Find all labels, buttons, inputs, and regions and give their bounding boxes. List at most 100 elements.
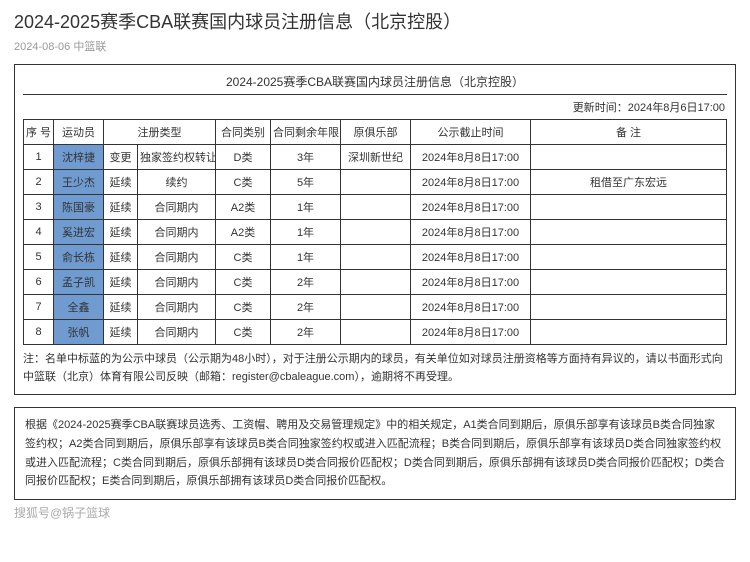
table-row: 4奚进宏延续合同期内A2类1年 2024年8月8日17:00 <box>24 220 727 245</box>
cell-remaining-years: 2年 <box>271 295 341 320</box>
cell-contract-type: C类 <box>216 295 271 320</box>
cell-remaining-years: 2年 <box>271 270 341 295</box>
cell-regtype-2: 合同期内 <box>138 245 216 270</box>
cell-prev-club <box>341 195 411 220</box>
cell-remark <box>531 220 727 245</box>
cell-prev-club <box>341 320 411 345</box>
cell-seq: 8 <box>24 320 54 345</box>
page-title: 2024-2025赛季CBA联赛国内球员注册信息（北京控股） <box>0 0 750 38</box>
cell-remaining-years: 5年 <box>271 170 341 195</box>
table-row: 3陈国豪延续合同期内A2类1年2024年8月8日17:00 <box>24 195 727 220</box>
th-remaining: 合同剩余年限 <box>271 120 341 145</box>
table-title: 2024-2025赛季CBA联赛国内球员注册信息（北京控股） <box>23 71 727 95</box>
cell-remark <box>531 270 727 295</box>
cell-contract-type: C类 <box>216 270 271 295</box>
watermark: 搜狐号@锅子篮球 <box>0 504 750 521</box>
cell-regtype-2: 独家签约权转让 <box>138 145 216 170</box>
th-prev-club: 原俱乐部 <box>341 120 411 145</box>
th-contract-type: 合同类别 <box>216 120 271 145</box>
cell-contract-type: C类 <box>216 320 271 345</box>
cell-regtype-1: 延续 <box>104 270 138 295</box>
cell-seq: 4 <box>24 220 54 245</box>
cell-seq: 3 <box>24 195 54 220</box>
registration-panel: 2024-2025赛季CBA联赛国内球员注册信息（北京控股） 更新时间：2024… <box>14 64 736 395</box>
cell-remaining-years: 2年 <box>271 320 341 345</box>
cell-regtype-1: 延续 <box>104 220 138 245</box>
cell-regtype-2: 合同期内 <box>138 270 216 295</box>
cell-prev-club <box>341 245 411 270</box>
cell-athlete: 全鑫 <box>54 295 104 320</box>
cell-regtype-1: 变更 <box>104 145 138 170</box>
rules-text: 根据《2024-2025赛季CBA联赛球员选秀、工资帽、聘用及交易管理规定》中的… <box>14 407 736 500</box>
cell-athlete: 奚进宏 <box>54 220 104 245</box>
cell-prev-club <box>341 295 411 320</box>
table-row: 2王少杰延续续约C类5年 2024年8月8日17:00租借至广东宏远 <box>24 170 727 195</box>
table-row: 6孟子凯延续合同期内C类2年 2024年8月8日17:00 <box>24 270 727 295</box>
th-remark: 备 注 <box>531 120 727 145</box>
table-body: 1沈梓捷变更独家签约权转让D类3年深圳新世纪2024年8月8日17:002王少杰… <box>24 145 727 345</box>
cell-athlete: 陈国豪 <box>54 195 104 220</box>
table-row: 5俞长栋延续合同期内C类1年 2024年8月8日17:00 <box>24 245 727 270</box>
cell-prev-club <box>341 270 411 295</box>
cell-regtype-2: 合同期内 <box>138 320 216 345</box>
cell-athlete: 张帆 <box>54 320 104 345</box>
cell-seq: 5 <box>24 245 54 270</box>
cell-deadline: 2024年8月8日17:00 <box>411 170 531 195</box>
cell-athlete: 沈梓捷 <box>54 145 104 170</box>
cell-deadline: 2024年8月8日17:00 <box>411 320 531 345</box>
registration-table: 序 号 运动员 注册类型 合同类别 合同剩余年限 原俱乐部 公示截止时间 备 注… <box>23 119 727 345</box>
cell-regtype-2: 合同期内 <box>138 220 216 245</box>
cell-remark <box>531 245 727 270</box>
cell-remark: 租借至广东宏远 <box>531 170 727 195</box>
cell-prev-club <box>341 220 411 245</box>
cell-contract-type: A2类 <box>216 195 271 220</box>
cell-contract-type: A2类 <box>216 220 271 245</box>
cell-prev-club: 深圳新世纪 <box>341 145 411 170</box>
cell-regtype-1: 延续 <box>104 245 138 270</box>
cell-athlete: 孟子凯 <box>54 270 104 295</box>
th-reg-type: 注册类型 <box>104 120 216 145</box>
cell-deadline: 2024年8月8日17:00 <box>411 245 531 270</box>
cell-remark <box>531 195 727 220</box>
cell-seq: 7 <box>24 295 54 320</box>
table-row: 1沈梓捷变更独家签约权转让D类3年深圳新世纪2024年8月8日17:00 <box>24 145 727 170</box>
table-header-row: 序 号 运动员 注册类型 合同类别 合同剩余年限 原俱乐部 公示截止时间 备 注 <box>24 120 727 145</box>
cell-remark <box>531 295 727 320</box>
th-deadline: 公示截止时间 <box>411 120 531 145</box>
cell-remaining-years: 1年 <box>271 245 341 270</box>
cell-remaining-years: 1年 <box>271 220 341 245</box>
cell-regtype-1: 延续 <box>104 170 138 195</box>
cell-regtype-1: 延续 <box>104 295 138 320</box>
cell-athlete: 俞长栋 <box>54 245 104 270</box>
cell-athlete: 王少杰 <box>54 170 104 195</box>
cell-regtype-1: 延续 <box>104 320 138 345</box>
page-meta: 2024-08-06 中篮联 <box>0 38 750 64</box>
cell-deadline: 2024年8月8日17:00 <box>411 145 531 170</box>
cell-contract-type: C类 <box>216 170 271 195</box>
cell-contract-type: C类 <box>216 245 271 270</box>
cell-deadline: 2024年8月8日17:00 <box>411 295 531 320</box>
update-label: 更新时间： <box>573 102 628 114</box>
cell-remaining-years: 3年 <box>271 145 341 170</box>
update-time: 更新时间：2024年8月6日17:00 <box>23 95 727 119</box>
update-value: 2024年8月6日17:00 <box>628 102 725 114</box>
cell-remaining-years: 1年 <box>271 195 341 220</box>
table-row: 8张帆延续合同期内C类2年 2024年8月8日17:00 <box>24 320 727 345</box>
cell-deadline: 2024年8月8日17:00 <box>411 270 531 295</box>
cell-regtype-2: 合同期内 <box>138 195 216 220</box>
cell-seq: 2 <box>24 170 54 195</box>
cell-remark <box>531 320 727 345</box>
th-athlete: 运动员 <box>54 120 104 145</box>
table-note: 注：名单中标蓝的为公示中球员（公示期为48小时），对于注册公示期内的球员，有关单… <box>23 345 727 386</box>
cell-contract-type: D类 <box>216 145 271 170</box>
cell-regtype-2: 合同期内 <box>138 295 216 320</box>
cell-prev-club <box>341 170 411 195</box>
table-row: 7全鑫延续合同期内C类2年 2024年8月8日17:00 <box>24 295 727 320</box>
th-seq: 序 号 <box>24 120 54 145</box>
cell-deadline: 2024年8月8日17:00 <box>411 220 531 245</box>
cell-seq: 1 <box>24 145 54 170</box>
cell-seq: 6 <box>24 270 54 295</box>
cell-deadline: 2024年8月8日17:00 <box>411 195 531 220</box>
cell-regtype-2: 续约 <box>138 170 216 195</box>
cell-remark <box>531 145 727 170</box>
